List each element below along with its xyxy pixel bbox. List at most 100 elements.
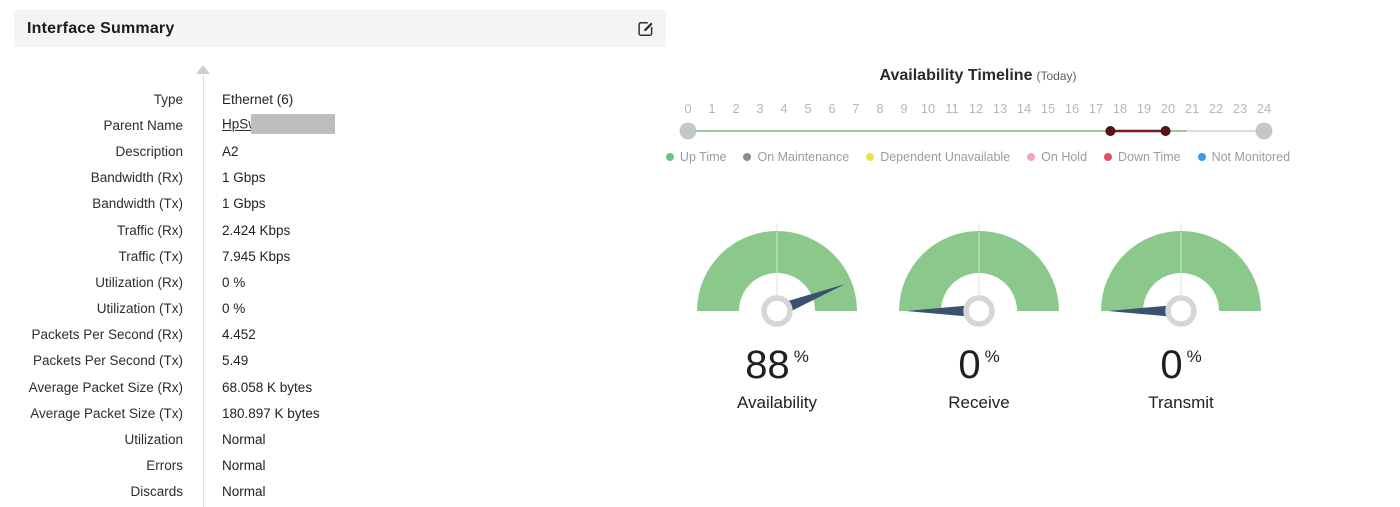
field-row-traffic-rx: Traffic (Rx) 2.424 Kbps [14, 217, 666, 243]
timeline-hour-label: 13 [993, 101, 1007, 116]
timeline-hour-label: 15 [1041, 101, 1055, 116]
field-row-utilization-rx: Utilization (Rx) 0 % [14, 269, 666, 295]
gauge-number: 0 [958, 343, 981, 387]
gauge-transmit: 0% Transmit [1080, 221, 1282, 413]
field-row-parent-name: Parent Name HpSw [14, 112, 666, 138]
field-list: Type Ethernet (6) Parent Name HpSw Descr… [14, 86, 666, 505]
panel-header: Interface Summary [14, 10, 666, 47]
timeline-hour-label: 24 [1257, 101, 1271, 116]
field-label: Packets Per Second (Rx) [31, 327, 183, 343]
gauge-arc [697, 231, 857, 311]
gauge-number: 88 [745, 343, 790, 387]
timeline-hour-label: 7 [852, 101, 859, 116]
field-row-pps-tx: Packets Per Second (Tx) 5.49 [14, 348, 666, 374]
field-row-avg-packet-tx: Average Packet Size (Tx) 180.897 K bytes [14, 400, 666, 426]
legend-item[interactable]: Down Time [1104, 150, 1181, 164]
timeline-hour-label: 6 [828, 101, 835, 116]
timeline-hour-label: 8 [876, 101, 883, 116]
legend-item[interactable]: Up Time [665, 150, 727, 164]
timeline-hour-label: 16 [1065, 101, 1079, 116]
legend-item[interactable]: Dependent Unavailable [866, 150, 1010, 164]
gauge-number: 0 [1160, 343, 1183, 387]
field-value: 7.945 Kbps [222, 248, 291, 264]
field-value: 0 % [222, 301, 246, 317]
timeline-hour-label: 23 [1233, 101, 1247, 116]
timeline-legend: Up Time On Maintenance Dependent Unavailab… [665, 150, 1290, 164]
field-label: Discards [130, 484, 183, 500]
field-label: Utilization [124, 432, 183, 448]
collapse-caret-icon[interactable] [196, 65, 210, 74]
legend-dot-icon [1197, 153, 1206, 161]
timeline-hour-label: 19 [1137, 101, 1151, 116]
timeline-title: Availability Timeline (Today) [676, 67, 1280, 85]
field-row-utilization-tx: Utilization (Tx) 0 % [14, 296, 666, 322]
legend-item[interactable]: On Hold [1027, 150, 1087, 164]
field-label: Type [153, 91, 183, 107]
timeline-hour-label: 12 [969, 101, 983, 116]
field-label: Parent Name [103, 117, 183, 133]
field-label: Description [115, 143, 183, 159]
field-label: Utilization (Tx) [96, 301, 183, 317]
page-title: Interface Summary [27, 19, 175, 37]
field-row-description: Description A2 [14, 138, 666, 164]
timeline-event-dot[interactable] [1160, 126, 1171, 136]
timeline-hour-label: 5 [804, 101, 811, 116]
field-label: Bandwidth (Rx) [90, 170, 183, 186]
gauge-value: 0% [878, 344, 1080, 386]
gauge-needle [1108, 304, 1181, 318]
field-value: HpSw [222, 114, 336, 135]
gauge-dial [1101, 223, 1261, 327]
timeline-hour-label: 4 [780, 101, 787, 116]
gauge-hub [963, 295, 995, 327]
gauge-unit: % [1186, 347, 1202, 366]
field-value: 68.058 K bytes [222, 379, 313, 395]
timeline-subtitle: (Today) [1036, 69, 1077, 83]
gauge-value: 0% [1080, 344, 1282, 386]
legend-label: Up Time [679, 150, 727, 164]
legend-dot-icon [866, 153, 875, 161]
gauge-hub [761, 295, 793, 327]
field-label: Utilization (Rx) [95, 274, 183, 290]
field-value: 180.897 K bytes [222, 405, 320, 421]
gauge-unit: % [984, 347, 1000, 366]
timeline-hour-label: 20 [1161, 101, 1175, 116]
field-divider [203, 75, 204, 507]
timeline-title-text: Availability Timeline [879, 67, 1033, 84]
legend-item[interactable]: Not Monitored [1197, 150, 1290, 164]
legend-label: On Hold [1041, 150, 1088, 164]
field-value: A2 [222, 143, 239, 159]
legend-dot-icon [665, 153, 674, 161]
redaction-box [251, 114, 336, 135]
legend-label: Down Time [1118, 150, 1181, 164]
timeline-endpoint-end [1255, 122, 1273, 140]
field-row-pps-rx: Packets Per Second (Rx) 4.452 [14, 322, 666, 348]
timeline-hour-label: 22 [1209, 101, 1223, 116]
timeline-hour-label: 0 [684, 101, 691, 116]
timeline-endpoint-start [679, 122, 697, 140]
timeline-hour-label: 14 [1017, 101, 1031, 116]
field-value: Normal [222, 458, 266, 474]
field-label: Traffic (Tx) [118, 248, 184, 264]
field-value: 1 Gbps [222, 170, 266, 186]
legend-dot-icon [1104, 153, 1113, 161]
field-label: Errors [146, 458, 183, 474]
field-label: Average Packet Size (Tx) [30, 405, 183, 421]
gauge-hub [1165, 295, 1197, 327]
field-row-avg-packet-rx: Average Packet Size (Rx) 68.058 K bytes [14, 374, 666, 400]
gauge-arc [899, 231, 1059, 311]
field-row-bandwidth-tx: Bandwidth (Tx) 1 Gbps [14, 191, 666, 217]
timeline-hour-label: 17 [1089, 101, 1103, 116]
legend-item[interactable]: On Maintenance [743, 150, 849, 164]
parent-name-link[interactable]: HpSw [222, 116, 259, 132]
timeline-hour-label: 11 [945, 101, 959, 116]
timeline-hour-label: 18 [1113, 101, 1127, 116]
edit-icon[interactable] [637, 20, 655, 38]
timeline-event-dot[interactable] [1105, 126, 1116, 136]
gauge-arc [1101, 231, 1261, 311]
field-value: Normal [222, 432, 266, 448]
field-row-type: Type Ethernet (6) [14, 86, 666, 112]
field-value: 2.424 Kbps [222, 222, 291, 238]
gauge-receive: 0% Receive [878, 221, 1080, 413]
gauge-label: Receive [948, 393, 1010, 412]
